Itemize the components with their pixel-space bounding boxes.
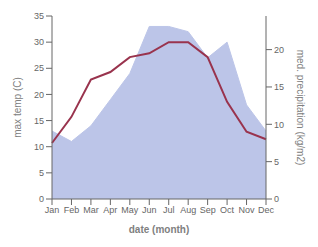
svg-text:Oct: Oct xyxy=(220,205,235,215)
svg-text:0: 0 xyxy=(39,194,44,204)
svg-text:Feb: Feb xyxy=(64,205,80,215)
svg-text:date (month): date (month) xyxy=(129,224,190,235)
svg-text:Jun: Jun xyxy=(142,205,157,215)
svg-text:Nov: Nov xyxy=(239,205,256,215)
svg-text:10: 10 xyxy=(274,120,284,130)
svg-text:5: 5 xyxy=(274,157,279,167)
svg-text:15: 15 xyxy=(34,116,44,126)
svg-text:15: 15 xyxy=(274,82,284,92)
svg-text:10: 10 xyxy=(34,142,44,152)
svg-text:5: 5 xyxy=(39,168,44,178)
svg-text:Sep: Sep xyxy=(200,205,216,215)
svg-text:35: 35 xyxy=(34,11,44,21)
svg-text:Mar: Mar xyxy=(83,205,99,215)
svg-text:0: 0 xyxy=(274,194,279,204)
svg-text:Jan: Jan xyxy=(45,205,60,215)
svg-text:20: 20 xyxy=(274,45,284,55)
svg-text:max temp (C): max temp (C) xyxy=(12,77,23,138)
svg-text:May: May xyxy=(121,205,139,215)
svg-text:Aug: Aug xyxy=(180,205,196,215)
svg-text:med. precipitation (kg/m2): med. precipitation (kg/m2) xyxy=(295,50,306,166)
svg-text:Dec: Dec xyxy=(258,205,275,215)
svg-text:Apr: Apr xyxy=(103,205,117,215)
svg-text:Jul: Jul xyxy=(163,205,175,215)
svg-text:30: 30 xyxy=(34,37,44,47)
svg-text:20: 20 xyxy=(34,90,44,100)
svg-text:25: 25 xyxy=(34,63,44,73)
